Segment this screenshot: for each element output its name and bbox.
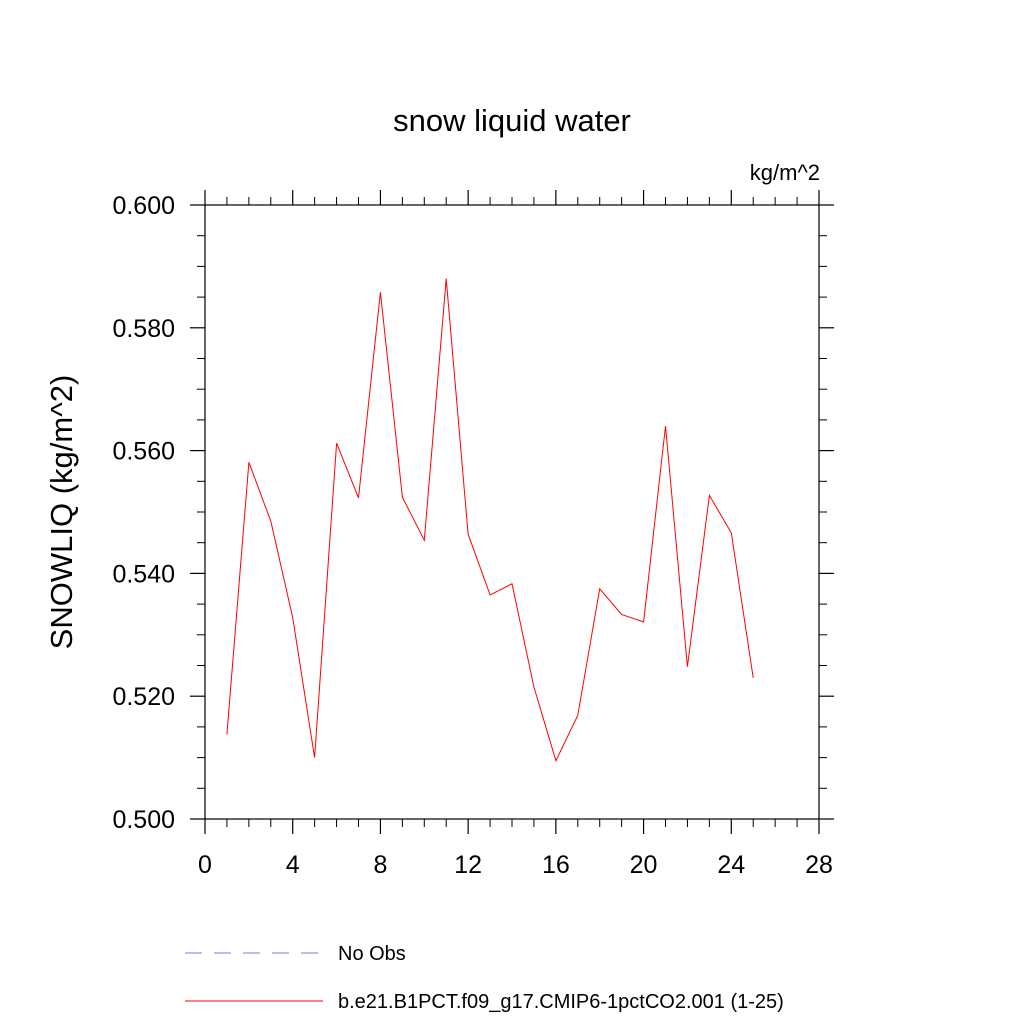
x-tick-label: 12 xyxy=(454,851,482,879)
y-tick-label: 0.500 xyxy=(112,806,175,834)
x-tick-label: 20 xyxy=(630,851,658,879)
y-tick-label: 0.600 xyxy=(112,192,175,220)
series-line xyxy=(226,278,754,763)
axis-ticks xyxy=(190,190,834,834)
legend-label-series: b.e21.B1PCT.f09_g17.CMIP6-1pctCO2.001 (1… xyxy=(338,991,784,1013)
y-axis-label: SNOWLIQ (kg/m^2) xyxy=(44,375,79,650)
legend-label-no-obs: No Obs xyxy=(338,943,406,965)
units-label: kg/m^2 xyxy=(750,160,820,185)
x-tick-labels: 0 4 8 12 16 20 24 28 xyxy=(198,851,833,879)
x-tick-label: 8 xyxy=(373,851,387,879)
y-tick-label: 0.560 xyxy=(112,438,175,466)
x-tick-label: 28 xyxy=(805,851,833,879)
x-tick-label: 16 xyxy=(542,851,570,879)
series-lines xyxy=(226,278,754,763)
y-tick-label: 0.580 xyxy=(112,315,175,343)
x-tick-label: 24 xyxy=(717,851,745,879)
legend: No Obs b.e21.B1PCT.f09_g17.CMIP6-1pctCO2… xyxy=(185,943,784,1013)
y-tick-label: 0.520 xyxy=(112,683,175,711)
plot-frame xyxy=(204,204,820,820)
y-tick-labels: 0.500 0.520 0.540 0.560 0.580 0.600 xyxy=(112,192,175,834)
y-tick-label: 0.540 xyxy=(112,560,175,588)
chart-title: snow liquid water xyxy=(393,103,631,138)
x-tick-label: 0 xyxy=(198,851,212,879)
x-tick-label: 4 xyxy=(286,851,300,879)
